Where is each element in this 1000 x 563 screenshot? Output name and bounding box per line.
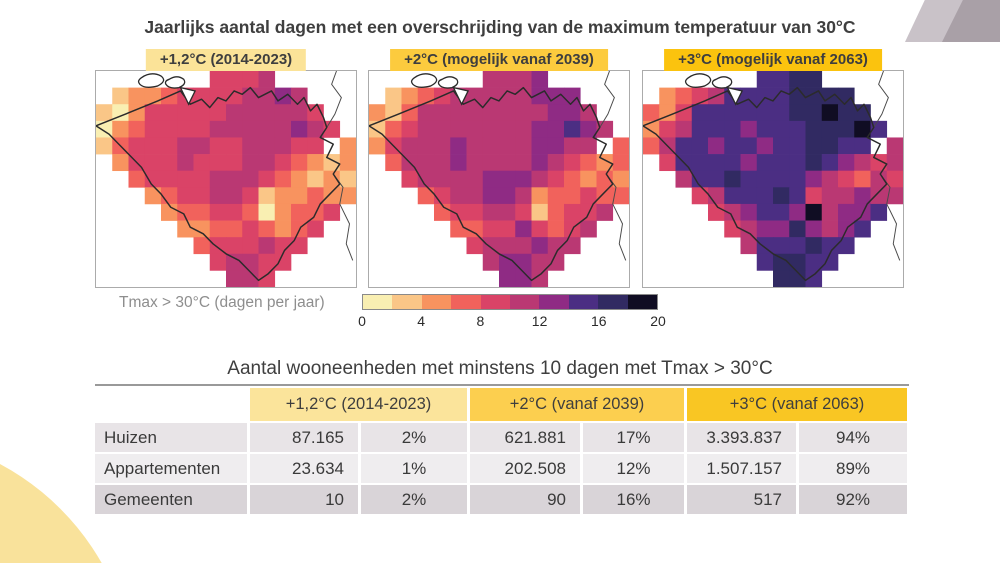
table-cell-percentage: 94% [799,423,907,452]
colorbar-segment [539,295,569,309]
table-row-label: Gemeenten [95,485,247,514]
colorbar-label: Tmax > 30°C (dagen per jaar) [119,294,325,311]
table-cell-count: 87.165 [250,423,358,452]
belgium-heatmap-1 [95,70,357,288]
table-header-scenario-3: +3°C (vanaf 2063) [687,388,907,421]
table-row-label: Huizen [95,423,247,452]
table-cell-percentage: 1% [361,454,467,483]
colorbar-segment [480,295,511,309]
housing-table: +1,2°C (2014-2023) +2°C (vanaf 2039) +3°… [95,384,909,514]
table-title: Aantal wooneenheden met minstens 10 dage… [227,358,773,379]
table-top-rule [95,384,909,386]
map-panel-scenario-2: +2°C (mogelijk vanaf 2039) [368,49,630,289]
colorbar-tick-label: 8 [476,313,485,329]
page-title: Jaarlijks aantal dagen met een overschri… [144,17,856,37]
map-panel-scenario-3: +3°C (mogelijk vanaf 2063) [642,49,904,289]
colorbar-segment [510,295,540,309]
table-cell-percentage: 2% [361,423,467,452]
colorbar-segment [568,295,599,309]
belgium-heatmap-3 [642,70,904,288]
table-cell-count: 90 [470,485,580,514]
table-header-scenario-1: +1,2°C (2014-2023) [250,388,467,421]
colorbar-segment [392,295,422,309]
table-cell-count: 517 [687,485,796,514]
colorbar-tick-label: 4 [417,313,426,329]
table-cell-percentage: 89% [799,454,907,483]
scenario-chip-1: +1,2°C (2014-2023) [145,49,307,71]
table-cell-percentage: 16% [583,485,684,514]
table-cell-percentage: 2% [361,485,467,514]
table-cell-count: 3.393.837 [687,423,796,452]
colorbar-tick-label: 12 [531,313,548,329]
table-cell-count: 621.881 [470,423,580,452]
table-cell-percentage: 17% [583,423,684,452]
scenario-chip-2: +2°C (mogelijk vanaf 2039) [390,49,608,71]
colorbar-segment [627,295,658,309]
colorbar-tick-label: 16 [591,313,607,329]
table-header-empty-cell [95,388,247,421]
table-cell-count: 10 [250,485,358,514]
table-cell-percentage: 12% [583,454,684,483]
colorbar-segment [421,295,452,309]
colorbar [362,294,658,310]
colorbar-segment [598,295,628,309]
colorbar-tick-label: 0 [358,313,366,329]
table-cell-count: 1.507.157 [687,454,796,483]
table-cell-count: 202.508 [470,454,580,483]
colorbar-segment [451,295,481,309]
table-cell-percentage: 92% [799,485,907,514]
table-row-label: Appartementen [95,454,247,483]
belgium-heatmap-2 [368,70,630,288]
colorbar-tick-label: 20 [650,313,666,329]
table-header-scenario-2: +2°C (vanaf 2039) [470,388,684,421]
scenario-chip-3: +3°C (mogelijk vanaf 2063) [664,49,882,71]
map-panel-scenario-1: +1,2°C (2014-2023) [95,49,357,289]
colorbar-segment [363,295,393,309]
table-cell-count: 23.634 [250,454,358,483]
